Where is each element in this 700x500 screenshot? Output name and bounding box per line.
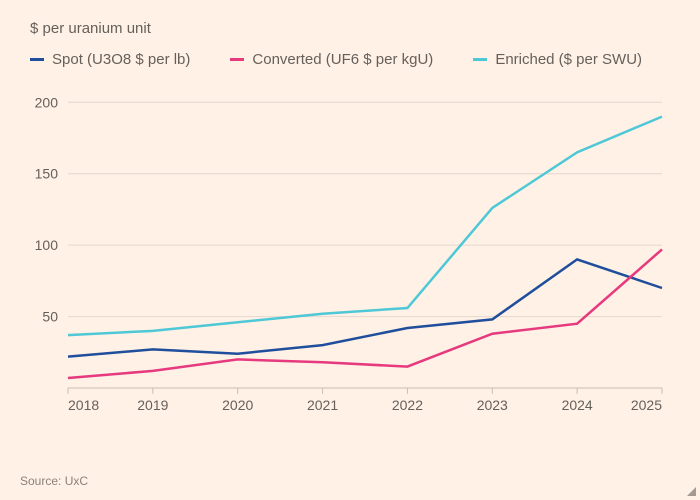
x-tick-label: 2020 xyxy=(222,397,253,413)
y-tick-label: 100 xyxy=(35,237,59,253)
x-tick-label: 2024 xyxy=(562,397,593,413)
x-tick-label: 2019 xyxy=(137,397,168,413)
chart-subtitle: $ per uranium unit xyxy=(30,20,670,37)
source-label: Source: UxC xyxy=(20,474,88,488)
x-tick-label: 2022 xyxy=(392,397,423,413)
legend-item-converted: Converted (UF6 $ per kgU) xyxy=(230,51,433,68)
y-tick-label: 200 xyxy=(35,94,59,110)
x-tick-label: 2025 xyxy=(631,397,662,413)
y-tick-label: 50 xyxy=(42,309,58,325)
legend-item-enriched: Enriched ($ per SWU) xyxy=(473,51,642,68)
legend-label-converted: Converted (UF6 $ per kgU) xyxy=(252,51,433,68)
legend-label-enriched: Enriched ($ per SWU) xyxy=(495,51,642,68)
chart-svg: 50 100 150 200 2018 2019 2020 2021 2022 2023 2024 2… xyxy=(30,78,670,418)
x-tick-label: 2018 xyxy=(68,397,99,413)
legend-swatch-converted xyxy=(230,58,244,61)
series-line-converted xyxy=(68,249,662,378)
series-line-spot xyxy=(68,259,662,356)
resize-handle-icon xyxy=(687,487,696,496)
y-tick-label: 150 xyxy=(35,166,59,182)
legend: Spot (U3O8 $ per lb) Converted (UF6 $ pe… xyxy=(30,51,670,68)
legend-swatch-spot xyxy=(30,58,44,61)
legend-swatch-enriched xyxy=(473,58,487,61)
legend-label-spot: Spot (U3O8 $ per lb) xyxy=(52,51,190,68)
x-tick-label: 2023 xyxy=(477,397,508,413)
series-line-enriched xyxy=(68,117,662,336)
x-tick-label: 2021 xyxy=(307,397,338,413)
legend-item-spot: Spot (U3O8 $ per lb) xyxy=(30,51,190,68)
chart-container: $ per uranium unit Spot (U3O8 $ per lb) … xyxy=(0,0,700,500)
plot-area: 50 100 150 200 2018 2019 2020 2021 2022 2023 2024 2… xyxy=(30,78,670,418)
